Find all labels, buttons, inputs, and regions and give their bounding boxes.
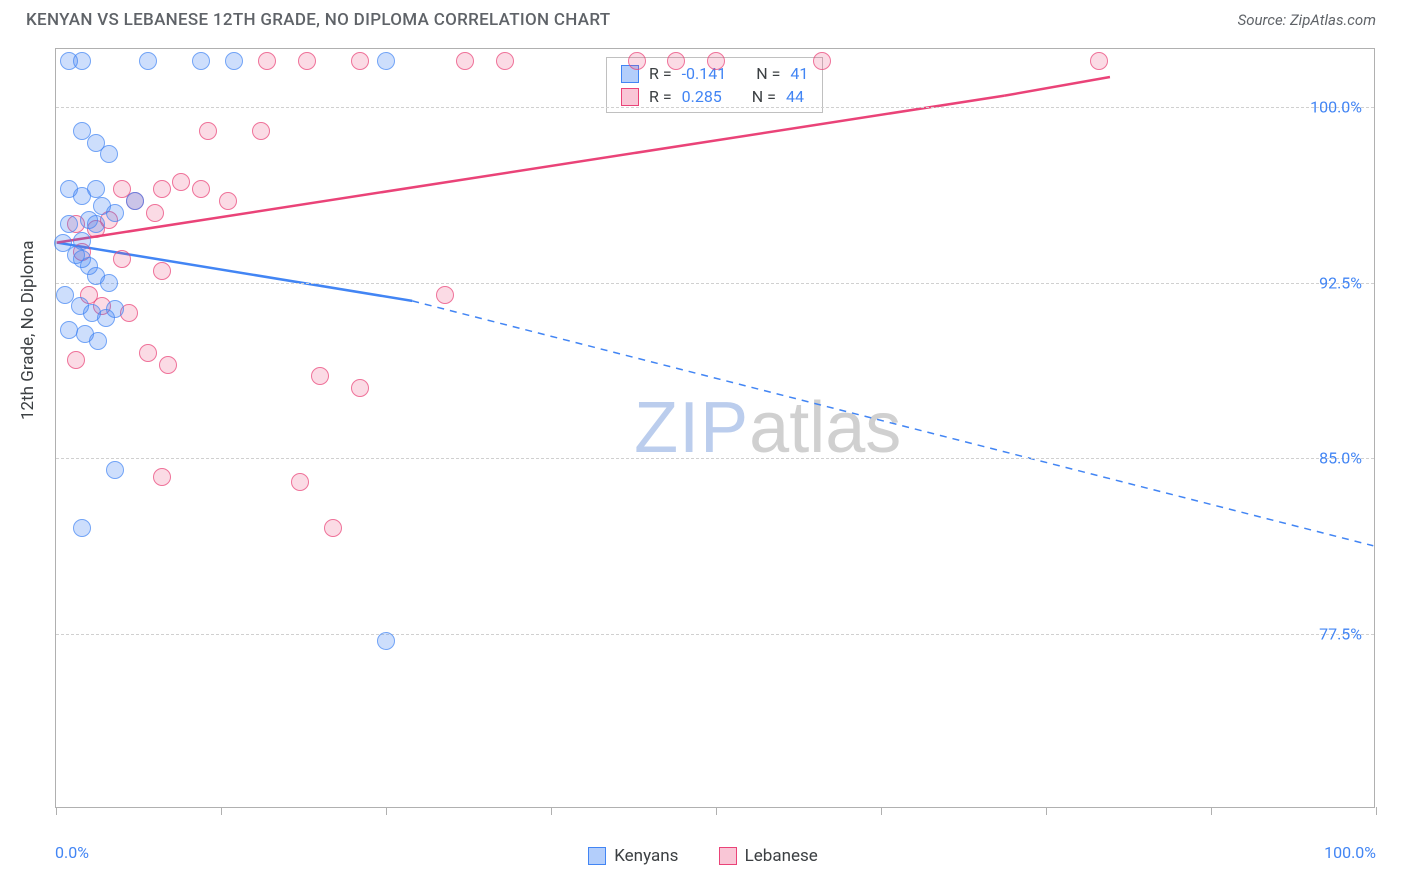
chart-title: KENYAN VS LEBANESE 12TH GRADE, NO DIPLOM…: [26, 10, 610, 30]
bottom-legend: Kenyans Lebanese: [0, 846, 1406, 870]
scatter-point-kenyans: [93, 197, 111, 215]
scatter-point-lebanese: [153, 468, 171, 486]
scatter-point-kenyans: [377, 632, 395, 650]
scatter-point-lebanese: [199, 122, 217, 140]
scatter-point-lebanese: [139, 344, 157, 362]
x-tick: [1376, 807, 1377, 815]
r-value-lebanese: 0.285: [682, 87, 722, 106]
legend-item-kenyans: Kenyans: [588, 846, 678, 866]
scatter-point-kenyans: [377, 52, 395, 70]
y-tick-label: 85.0%: [1319, 449, 1362, 468]
scatter-point-kenyans: [126, 192, 144, 210]
scatter-point-kenyans: [225, 52, 243, 70]
scatter-point-lebanese: [813, 52, 831, 70]
stats-row-lebanese: R = 0.285 N = 44: [607, 85, 822, 108]
scatter-point-kenyans: [192, 52, 210, 70]
x-tick: [56, 807, 57, 815]
scatter-point-lebanese: [172, 173, 190, 191]
scatter-point-lebanese: [628, 52, 646, 70]
scatter-point-lebanese: [707, 52, 725, 70]
r-label: R =: [649, 64, 672, 83]
gridline: [56, 634, 1374, 635]
legend-label-kenyans: Kenyans: [614, 846, 678, 866]
y-tick-label: 77.5%: [1319, 624, 1362, 643]
legend-item-lebanese: Lebanese: [719, 846, 818, 866]
scatter-point-lebanese: [153, 180, 171, 198]
regression-lines-layer: [56, 49, 1374, 807]
scatter-point-lebanese: [219, 192, 237, 210]
gridline: [56, 107, 1374, 108]
scatter-point-kenyans: [106, 461, 124, 479]
scatter-point-lebanese: [667, 52, 685, 70]
scatter-point-lebanese: [67, 351, 85, 369]
scatter-point-lebanese: [1090, 52, 1108, 70]
x-tick: [551, 807, 552, 815]
scatter-point-lebanese: [496, 52, 514, 70]
scatter-point-kenyans: [60, 215, 78, 233]
swatch-kenyans-icon: [588, 847, 606, 865]
y-axis-label: 12th Grade, No Diploma: [18, 240, 38, 420]
scatter-point-kenyans: [106, 300, 124, 318]
scatter-point-lebanese: [456, 52, 474, 70]
x-tick: [1046, 807, 1047, 815]
scatter-point-lebanese: [298, 52, 316, 70]
gridline: [56, 458, 1374, 459]
x-axis-min-label: 0.0%: [55, 843, 89, 862]
chart-plot-area: ZIPatlas R = -0.141 N = 41 R = 0.285 N =…: [55, 48, 1375, 808]
x-tick: [1211, 807, 1212, 815]
scatter-point-kenyans: [73, 52, 91, 70]
scatter-point-lebanese: [153, 262, 171, 280]
legend-label-lebanese: Lebanese: [745, 846, 818, 866]
scatter-point-kenyans: [73, 232, 91, 250]
x-axis-max-label: 100.0%: [1324, 843, 1376, 862]
scatter-point-lebanese: [113, 250, 131, 268]
x-tick: [221, 807, 222, 815]
swatch-lebanese-icon: [621, 88, 639, 106]
scatter-point-kenyans: [100, 145, 118, 163]
y-tick-label: 100.0%: [1310, 98, 1362, 117]
scatter-point-lebanese: [252, 122, 270, 140]
scatter-point-kenyans: [100, 274, 118, 292]
scatter-point-lebanese: [351, 52, 369, 70]
scatter-point-kenyans: [73, 519, 91, 537]
scatter-point-kenyans: [87, 215, 105, 233]
scatter-point-lebanese: [146, 204, 164, 222]
scatter-point-kenyans: [87, 180, 105, 198]
scatter-point-kenyans: [139, 52, 157, 70]
n-label: N =: [752, 87, 776, 106]
scatter-point-lebanese: [351, 379, 369, 397]
scatter-point-kenyans: [54, 234, 72, 252]
r-label: R =: [649, 87, 672, 106]
x-tick: [881, 807, 882, 815]
scatter-point-lebanese: [291, 473, 309, 491]
n-label: N =: [756, 64, 780, 83]
swatch-lebanese-icon: [719, 847, 737, 865]
watermark: ZIPatlas: [634, 387, 901, 469]
scatter-point-lebanese: [192, 180, 210, 198]
scatter-point-lebanese: [436, 286, 454, 304]
scatter-point-kenyans: [89, 332, 107, 350]
n-value-lebanese: 44: [786, 87, 804, 106]
x-tick: [386, 807, 387, 815]
scatter-point-lebanese: [258, 52, 276, 70]
y-tick-label: 92.5%: [1319, 273, 1362, 292]
source-attribution: Source: ZipAtlas.com: [1238, 11, 1376, 29]
scatter-point-lebanese: [311, 367, 329, 385]
gridline: [56, 283, 1374, 284]
n-value-kenyans: 41: [790, 64, 808, 83]
scatter-point-lebanese: [159, 356, 177, 374]
scatter-point-lebanese: [324, 519, 342, 537]
x-tick: [716, 807, 717, 815]
